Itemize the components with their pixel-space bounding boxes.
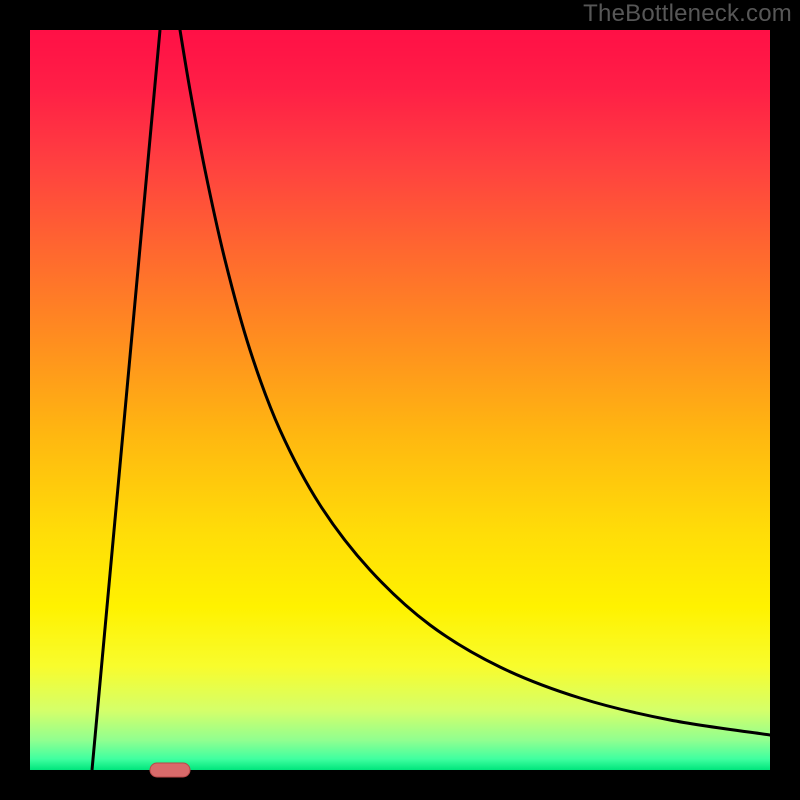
optimum-marker [150, 763, 190, 777]
plot-area [30, 30, 770, 770]
chart-svg [0, 0, 800, 800]
chart-container: TheBottleneck.com [0, 0, 800, 800]
watermark-text: TheBottleneck.com [583, 0, 792, 28]
